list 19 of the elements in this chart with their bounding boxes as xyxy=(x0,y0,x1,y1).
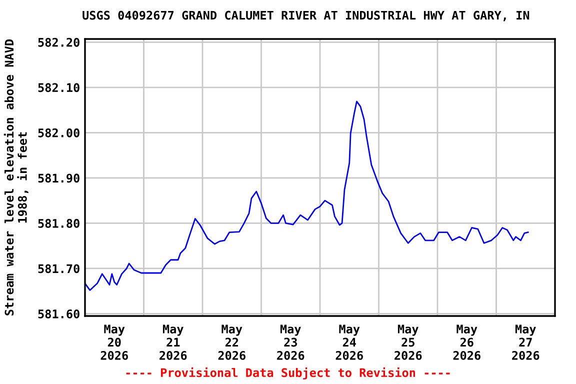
y-tick-label: 581.60 xyxy=(38,309,80,318)
x-tick-label: May 23 2026 xyxy=(277,324,304,360)
x-tick-label: May 25 2026 xyxy=(394,324,422,360)
y-tick-label: 581.90 xyxy=(38,174,80,183)
y-tick-label: 582.10 xyxy=(38,83,80,92)
line-series xyxy=(85,100,529,291)
x-tick-label: May 20 2026 xyxy=(100,324,128,360)
y-tick-label: 582.00 xyxy=(38,128,80,138)
y-tick-label: 582.20 xyxy=(38,38,80,47)
x-tick-label: May 24 2026 xyxy=(336,324,363,360)
x-tick-label: May 27 2026 xyxy=(512,324,540,360)
x-tick-label: May 26 2026 xyxy=(453,324,480,360)
y-tick-label: 581.80 xyxy=(38,218,80,228)
x-tick-label: May 22 2026 xyxy=(218,324,246,360)
text: ---- Provisional Data Subject to Revision ---- xyxy=(126,367,450,380)
x-tick-label: May 21 2026 xyxy=(160,324,187,360)
y-axis-title: Stream water level elevation above NAVD 1988, in feet xyxy=(4,39,28,316)
y-tick-label: 581.70 xyxy=(38,264,80,274)
chart-title: USGS 04092677 GRAND CALUMET RIVER AT INDUSTRIAL HWY AT GARY, IN xyxy=(82,10,530,22)
